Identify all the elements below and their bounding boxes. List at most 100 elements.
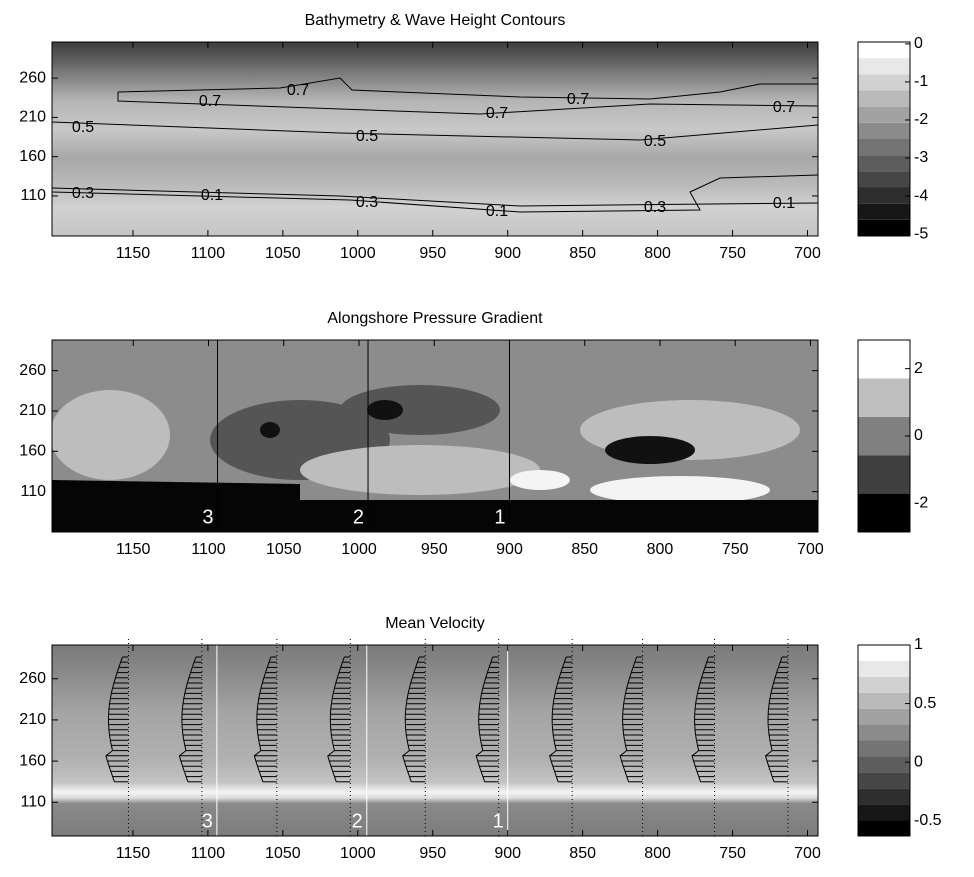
- x-tick-label: 900: [494, 845, 521, 862]
- colorbar-band: [858, 676, 910, 693]
- colorbar-band: [858, 756, 910, 773]
- y-tick-label: 260: [19, 69, 46, 86]
- x-tick-label: 1000: [340, 245, 376, 262]
- colorbar-label: 0.5: [914, 695, 936, 712]
- x-tick-label: 850: [569, 845, 596, 862]
- contour-label: 0.3: [72, 185, 94, 202]
- colorbar-label: 2: [914, 360, 923, 377]
- y-tick-label: 110: [20, 793, 46, 810]
- x-tick-label: 750: [719, 245, 746, 262]
- x-tick-label: 1100: [191, 245, 226, 262]
- contour-label: 0.5: [72, 119, 94, 136]
- contour-label: 0.3: [356, 194, 378, 211]
- contour-label: 0.1: [486, 203, 508, 220]
- section-label: 1: [494, 506, 505, 528]
- colorbar-band: [858, 42, 910, 59]
- colorbar-band: [858, 106, 910, 123]
- x-tick-label: 700: [797, 541, 824, 558]
- colorbar-band: [858, 187, 910, 204]
- colorbar-band: [858, 455, 910, 494]
- y-tick-label: 160: [19, 443, 46, 460]
- colorbar-band: [858, 378, 910, 417]
- contour-label: 0.7: [567, 91, 589, 108]
- colorbar-label: -2: [914, 111, 928, 128]
- contour-label: 0.5: [356, 128, 378, 145]
- y-tick-label: 260: [19, 670, 46, 687]
- colorbar-band: [858, 90, 910, 107]
- chart-title: Mean Velocity: [385, 615, 485, 632]
- x-tick-label: 1000: [341, 541, 377, 558]
- x-tick-label: 1000: [340, 845, 376, 862]
- colorbar-band: [858, 155, 910, 172]
- x-tick-label: 1050: [265, 245, 301, 262]
- colorbar-band: [858, 58, 910, 75]
- x-tick-label: 950: [419, 245, 446, 262]
- contour-label: 0.7: [773, 99, 795, 116]
- y-tick-label: 210: [19, 402, 46, 419]
- colorbar-band: [858, 772, 910, 789]
- x-tick-label: 850: [571, 541, 598, 558]
- colorbar-band: [858, 708, 910, 725]
- colorbar-frame: [857, 644, 911, 837]
- colorbar-band: [858, 122, 910, 139]
- velocity-profile: [691, 656, 710, 782]
- colorbar-band: [858, 493, 910, 532]
- colorbar-label: -3: [914, 149, 928, 166]
- velocity-profile: [178, 656, 197, 782]
- section-label: 3: [202, 810, 213, 832]
- colorbar-band: [858, 416, 910, 456]
- x-tick-label: 700: [794, 845, 821, 862]
- velocity-profile: [549, 656, 567, 782]
- colorbar-label: 0: [914, 427, 923, 444]
- contour-label: 0.1: [201, 187, 223, 204]
- y-tick-label: 210: [19, 711, 46, 728]
- contour-label: 0.7: [199, 93, 221, 110]
- section-label: 1: [493, 810, 504, 832]
- colorbar-band: [858, 139, 910, 156]
- colorbar-label: -2: [914, 495, 928, 512]
- velocity-profile: [253, 656, 272, 782]
- plot-frame: [51, 339, 819, 533]
- colorbar-band: [858, 820, 910, 836]
- chart-title: Bathymetry & Wave Height Contours: [305, 12, 566, 29]
- y-tick-label: 110: [20, 483, 46, 500]
- y-tick-label: 260: [19, 362, 46, 379]
- x-tick-label: 1150: [116, 541, 151, 558]
- contour-labels: 0.7 0.7 0.7 0.7 0.7 0.5 0.5 0.5 0.3 0.3 …: [72, 82, 795, 220]
- contour-label: 0.1: [773, 195, 795, 212]
- x-tick-label: 850: [569, 245, 596, 262]
- velocity-profile: [327, 656, 345, 782]
- x-tick-label: 900: [494, 245, 521, 262]
- x-tick-label: 950: [419, 845, 446, 862]
- colorbar-label: -1: [914, 73, 928, 90]
- colorbar-label: 0: [914, 753, 923, 770]
- contour-label: 0.7: [486, 105, 508, 122]
- x-tick-label: 1050: [266, 541, 302, 558]
- field: [52, 645, 818, 836]
- colorbar-band: [858, 660, 910, 677]
- x-tick-label: 1100: [191, 541, 226, 558]
- colorbar-band: [858, 804, 910, 821]
- section-label: 2: [352, 810, 363, 832]
- colorbar-band: [858, 788, 910, 805]
- field: [52, 340, 818, 532]
- x-tick-label: 800: [644, 245, 671, 262]
- velocity-profile: [475, 656, 494, 782]
- colorbar-band: [858, 340, 910, 379]
- x-tick-label: 750: [719, 845, 746, 862]
- contour-label: 0.3: [644, 199, 666, 216]
- colorbar-band: [858, 171, 910, 188]
- section-label: 2: [353, 506, 364, 528]
- contour-label: 0.7: [287, 82, 309, 99]
- velocity-profile: [402, 656, 420, 782]
- x-tick-label: 900: [496, 541, 523, 558]
- colorbar-label: -0.5: [914, 812, 942, 829]
- section-label: 3: [202, 506, 213, 528]
- x-tick-label: 750: [722, 541, 749, 558]
- x-tick-label: 800: [647, 541, 674, 558]
- colorbar-band: [858, 74, 910, 91]
- velocity-profile: [764, 656, 783, 782]
- velocity-profile: [619, 656, 638, 782]
- plot-frame: [51, 644, 819, 837]
- colorbar-band: [858, 692, 910, 709]
